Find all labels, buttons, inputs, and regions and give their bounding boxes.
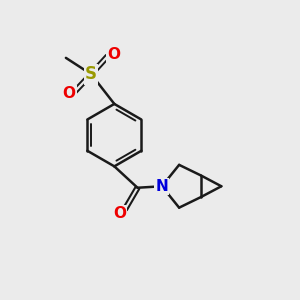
Text: O: O — [113, 206, 126, 221]
Text: O: O — [107, 47, 120, 62]
Text: O: O — [62, 86, 75, 101]
Text: N: N — [155, 179, 168, 194]
Text: S: S — [85, 65, 97, 83]
